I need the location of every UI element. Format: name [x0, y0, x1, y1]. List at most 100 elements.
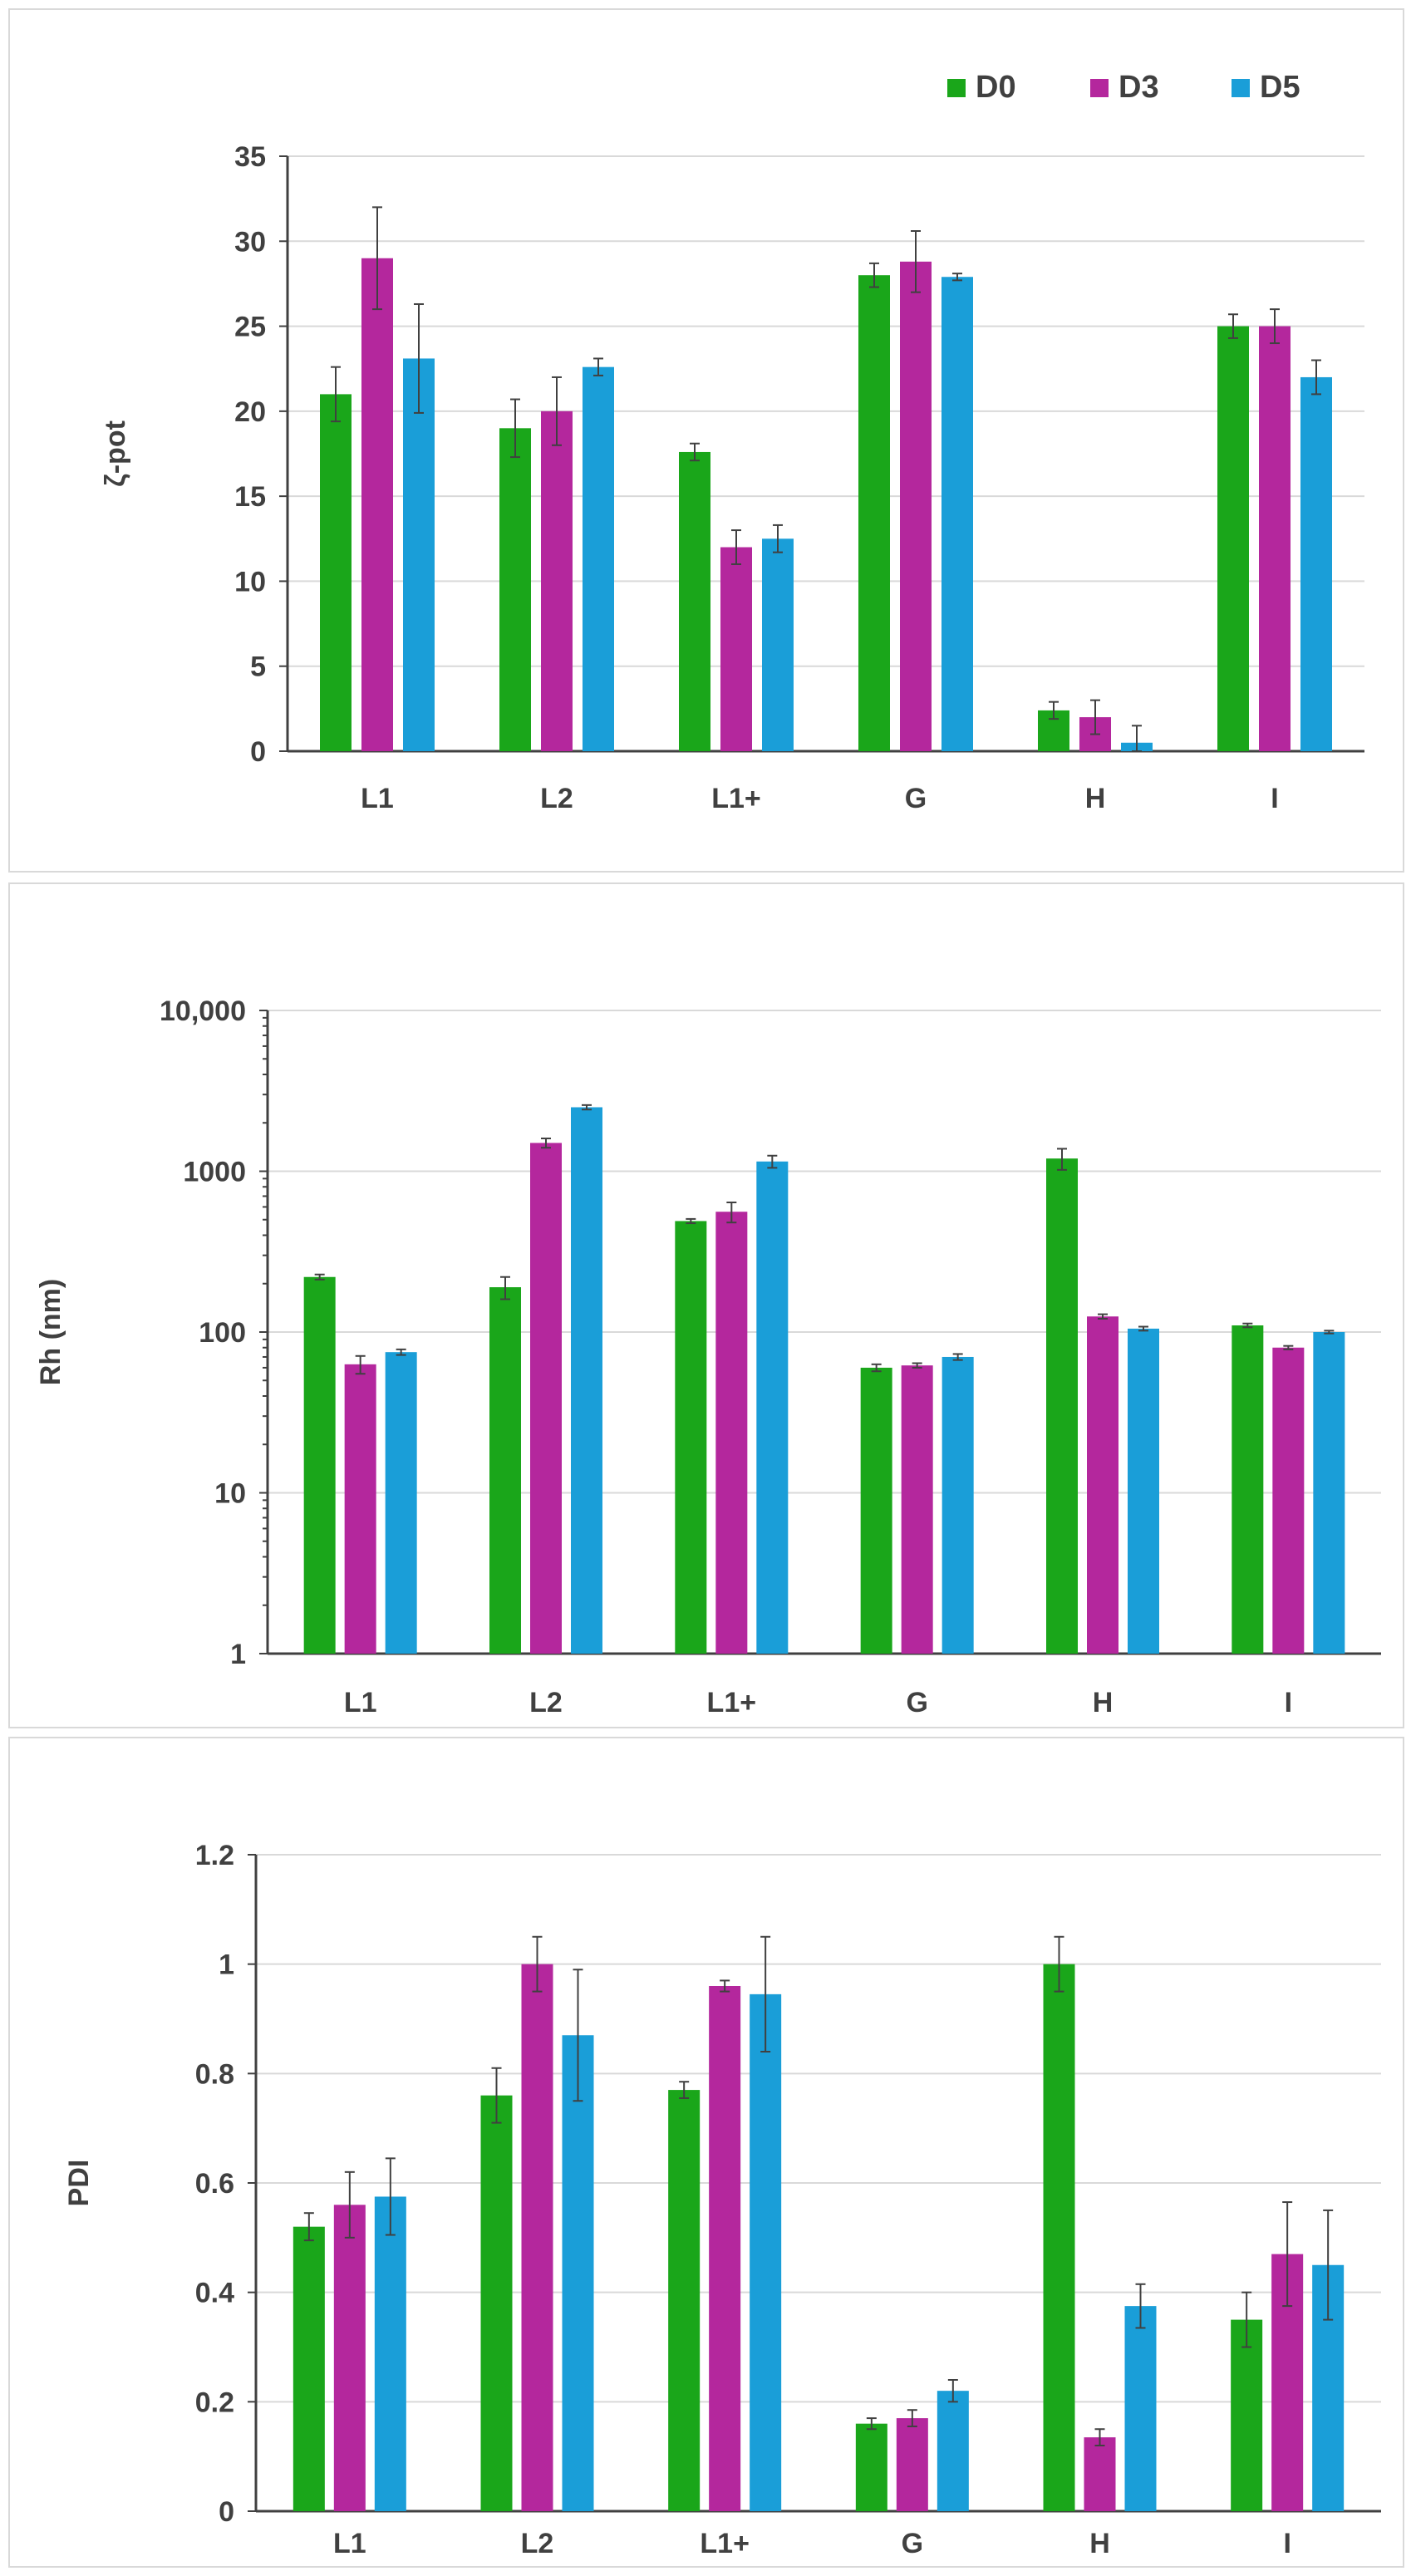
bar-d5 — [941, 277, 973, 751]
y-tick-label: 0.8 — [195, 2058, 234, 2090]
bar-d0 — [858, 275, 890, 751]
y-axis-label: Rh (nm) — [35, 1279, 66, 1385]
x-tick-label: G — [905, 783, 927, 814]
legend-d5: D5 — [1232, 70, 1300, 106]
bar-d3 — [521, 1964, 553, 2511]
bar-d0 — [679, 451, 710, 751]
y-tick-label: 0.2 — [195, 2387, 234, 2418]
bar-d5 — [1128, 1328, 1159, 1654]
x-tick-label: L1+ — [711, 783, 761, 814]
x-tick-label: L1 — [344, 1687, 377, 1718]
x-tick-label: L2 — [529, 1687, 563, 1718]
bar-d5 — [750, 1993, 782, 2511]
y-tick-label: 35 — [234, 141, 266, 173]
y-tick-label: 1.2 — [195, 1840, 234, 1871]
bar-d5 — [762, 538, 794, 751]
x-tick-label: G — [906, 1687, 927, 1718]
y-tick-label: 10 — [214, 1478, 246, 1510]
legend-d0-swatch — [947, 78, 966, 97]
y-tick-label: 0.4 — [195, 2278, 234, 2309]
legend-d3: D3 — [1090, 70, 1159, 106]
x-tick-label: H — [1085, 783, 1106, 814]
bar-d0 — [1232, 1325, 1264, 1654]
y-tick-label: 1 — [230, 1639, 246, 1670]
y-tick-label: 5 — [250, 651, 266, 683]
bar-d0 — [293, 2226, 325, 2511]
bar-d0 — [499, 428, 531, 751]
bar-d0 — [1046, 1158, 1078, 1654]
x-tick-label: I — [1285, 1687, 1292, 1718]
bar-d0 — [860, 1367, 892, 1654]
bar-d3 — [1084, 2437, 1116, 2511]
x-tick-label: L1+ — [700, 2528, 750, 2559]
x-tick-label: L2 — [521, 2528, 554, 2559]
y-tick-label: 15 — [234, 481, 266, 513]
bar-d0 — [489, 1287, 521, 1654]
bar-d0 — [668, 2090, 701, 2511]
bar-d0 — [320, 394, 352, 751]
zeta-potential-panel: D0 D3 D5 0 5 10 15 20 25 30 35 ζ-pot L1 L2 L1+ G H I — [8, 8, 1404, 873]
bar-d0 — [1217, 326, 1249, 751]
polydispersity-chart: 0 0.2 0.4 0.6 0.8 1 1.2 PDI L1 L2 L1+ G H I — [63, 1840, 1381, 2559]
bar-d3 — [1087, 1316, 1118, 1654]
x-tick-label: L1+ — [707, 1687, 757, 1718]
legend-d0-label: D0 — [976, 70, 1016, 105]
zeta-potential-chart: 0 5 10 15 20 25 30 35 ζ-pot L1 L2 L1+ G H I — [100, 141, 1364, 814]
bar-d5 — [1313, 1332, 1345, 1654]
bar-d0 — [480, 2095, 513, 2511]
bar-d0 — [675, 1221, 707, 1654]
bar-d5 — [403, 358, 435, 751]
y-tick-label: 30 — [234, 226, 266, 258]
bar-d3 — [530, 1143, 562, 1654]
bar-d3 — [361, 258, 393, 751]
x-tick-label: I — [1271, 783, 1278, 814]
bar-d5 — [562, 2035, 594, 2511]
hydrodynamic-radius-chart: 1 10 100 1000 10,000 Rh (nm) L1 L2 L1+ G H I — [35, 995, 1381, 1718]
hydrodynamic-radius-panel: 1 10 100 1000 10,000 Rh (nm) L1 L2 L1+ G H I — [8, 882, 1404, 1728]
bar-d5 — [385, 1352, 417, 1654]
bar-d5 — [374, 2196, 406, 2511]
x-tick-label: L1 — [361, 783, 394, 814]
y-tick-label: 0 — [219, 2496, 234, 2528]
y-axis-label: PDI — [63, 2160, 95, 2207]
bar-d3 — [709, 1986, 741, 2511]
y-tick-label: 1 — [219, 1949, 234, 1981]
bar-d5 — [756, 1161, 789, 1654]
y-tick-label: 20 — [234, 396, 266, 428]
y-tick-label: 10 — [234, 566, 266, 597]
bar-d3 — [1272, 1347, 1305, 1654]
y-axis-label: ζ-pot — [100, 420, 131, 487]
y-tick-label: 0 — [250, 736, 266, 768]
x-tick-label: L1 — [333, 2528, 366, 2559]
y-tick-label: 0.6 — [195, 2168, 234, 2200]
bar-d3 — [541, 410, 573, 751]
bar-d5 — [937, 2391, 969, 2511]
bar-d0 — [1043, 1964, 1075, 2511]
bar-d3 — [1259, 326, 1291, 751]
y-tick-label: 25 — [234, 312, 266, 343]
legend-d0: D0 — [947, 70, 1016, 106]
legend-d5-swatch — [1232, 78, 1250, 97]
x-tick-label: L2 — [540, 783, 573, 814]
x-tick-label: I — [1283, 2528, 1291, 2559]
y-tick-label: 1000 — [183, 1157, 246, 1188]
bar-d5 — [583, 366, 614, 751]
bar-d0 — [1231, 2319, 1263, 2511]
legend-d3-swatch — [1090, 78, 1109, 97]
legend-d3-label: D3 — [1118, 70, 1159, 105]
y-tick-label: 100 — [199, 1317, 246, 1349]
bar-d3 — [900, 261, 932, 751]
bar-d0 — [855, 2423, 887, 2511]
bar-d3 — [333, 2205, 366, 2511]
bar-d3 — [896, 2418, 928, 2511]
bar-d5 — [941, 1356, 974, 1654]
bar-d3 — [344, 1364, 376, 1654]
bar-d3 — [715, 1212, 748, 1654]
x-tick-label: H — [1093, 1687, 1114, 1718]
bar-d5 — [1124, 2306, 1157, 2511]
y-tick-label: 10,000 — [160, 995, 246, 1027]
bar-d0 — [303, 1276, 336, 1654]
x-tick-label: G — [902, 2528, 923, 2559]
legend-d5-label: D5 — [1260, 70, 1300, 105]
x-tick-label: H — [1089, 2528, 1110, 2559]
